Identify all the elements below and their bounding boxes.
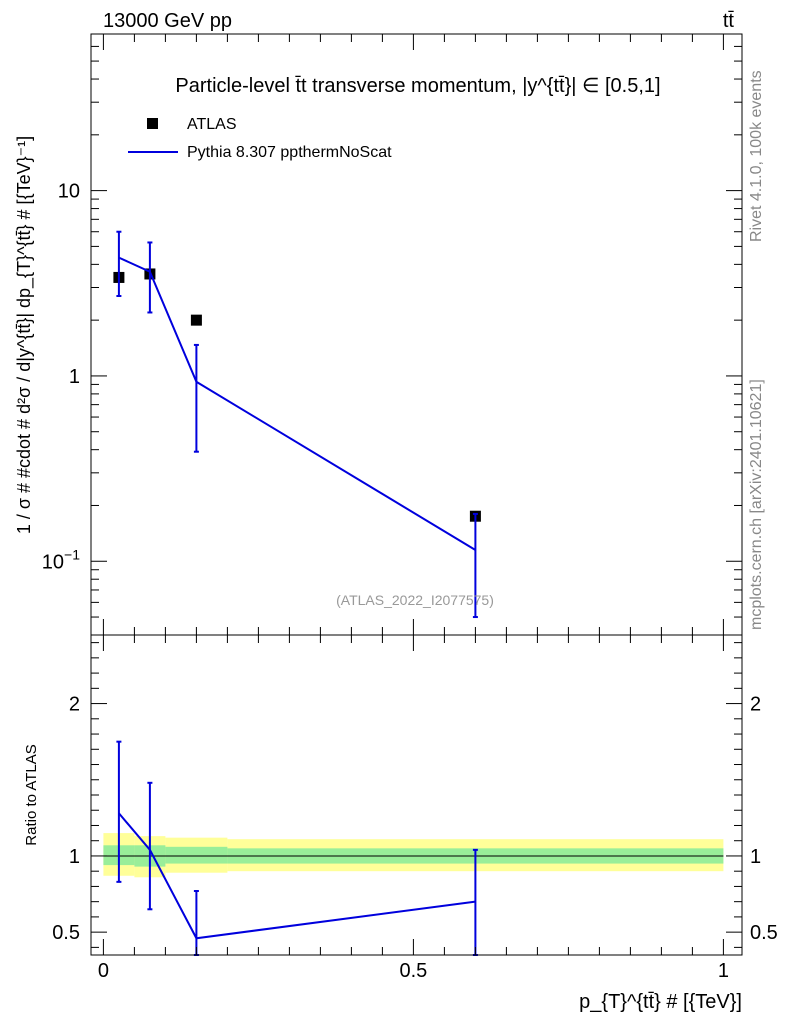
y-tick-label: 1 [69,366,80,388]
y-tick-label: 10 [58,181,80,203]
legend: ATLAS Pythia 8.307 ppthermNoScat [128,116,392,161]
ratio-plot-panel: 0.5 0.5 1 1 2 2 0 0.5 1 Ratio to ATLAS p_{T}^{tt… [23,634,778,1013]
x-axis-label: p_{T}^{tt̄} # [{TeV}] [579,991,742,1013]
main-y-axis-label: 1 / σ # #cdot # d²σ / d|y^{tt̄}| dp_{T}^… [14,136,35,534]
ratio-y-tick-label-left: 0.5 [52,922,80,944]
main-plot-panel: 10−1 1 10 Particle-level t̄t transverse mo… [14,33,743,636]
ratio-y-tick-label-left: 2 [69,694,80,716]
mc-series-line [118,256,476,551]
legend-label-atlas: ATLAS [187,116,237,133]
atlas-data-point [190,314,202,326]
header-right: tt̄ [723,10,735,32]
ratio-y-tick-label-left: 1 [69,846,80,868]
legend-marker-atlas [147,118,158,129]
ratio-axis-ticks: 0.5 0.5 1 1 2 2 0 0.5 1 [52,635,778,982]
rivet-version-label: Rivet 4.1.0, 100k events [748,70,765,242]
ratio-plot-frame [90,634,743,956]
ratio-y-tick-label-right: 0.5 [750,922,778,944]
ratio-plot-content [103,740,724,956]
chart-title: Particle-level t̄t transverse momentum, … [175,75,660,97]
x-tick-label: 0 [98,960,109,982]
header-left: 13000 GeV pp [103,10,232,32]
y-tick-label: 10−1 [42,546,80,573]
legend-label-pythia: Pythia 8.307 ppthermNoScat [187,144,392,161]
x-tick-label: 0.5 [399,960,427,982]
ratio-uncertainty-band [165,846,228,864]
ratio-y-tick-label-right: 2 [750,694,761,716]
analysis-watermark: (ATLAS_2022_I2077575) [336,592,494,608]
main-plot-content [113,230,481,619]
main-axis-ticks: 10−1 1 10 [42,33,742,636]
ratio-y-axis-label: Ratio to ATLAS [23,744,40,845]
ratio-series-line [118,812,476,940]
ratio-y-tick-label-right: 1 [750,846,761,868]
mcplots-source-label: mcplots.cern.ch [arXiv:2401.10621] [748,379,765,630]
x-tick-label: 1 [718,960,729,982]
